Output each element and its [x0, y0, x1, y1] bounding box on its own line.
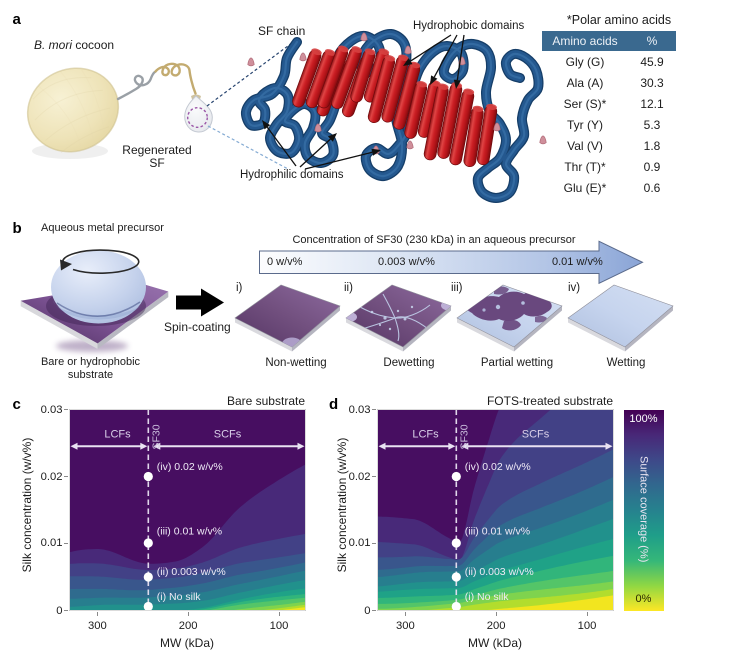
svg-text:LCFs: LCFs [412, 429, 439, 441]
svg-text:(iii) 0.01 w/v%: (iii) 0.01 w/v% [157, 526, 222, 538]
svg-text:(iii) 0.01 w/v%: (iii) 0.01 w/v% [465, 526, 530, 538]
svg-text:(iv) 0.02 w/v%: (iv) 0.02 w/v% [157, 461, 223, 473]
svg-text:(i) No silk: (i) No silk [465, 591, 509, 603]
svg-text:(iv) 0.02 w/v%: (iv) 0.02 w/v% [465, 461, 531, 473]
svg-text:(ii) 0.003 w/v%: (ii) 0.003 w/v% [157, 566, 226, 578]
svg-text:LCFs: LCFs [104, 429, 131, 441]
svg-text:SCFs: SCFs [522, 429, 550, 441]
svg-text:SF30: SF30 [150, 424, 162, 449]
svg-text:(ii) 0.003 w/v%: (ii) 0.003 w/v% [465, 566, 534, 578]
svg-text:SF30: SF30 [458, 424, 470, 449]
svg-text:SCFs: SCFs [214, 429, 242, 441]
svg-text:(i) No silk: (i) No silk [157, 591, 201, 603]
